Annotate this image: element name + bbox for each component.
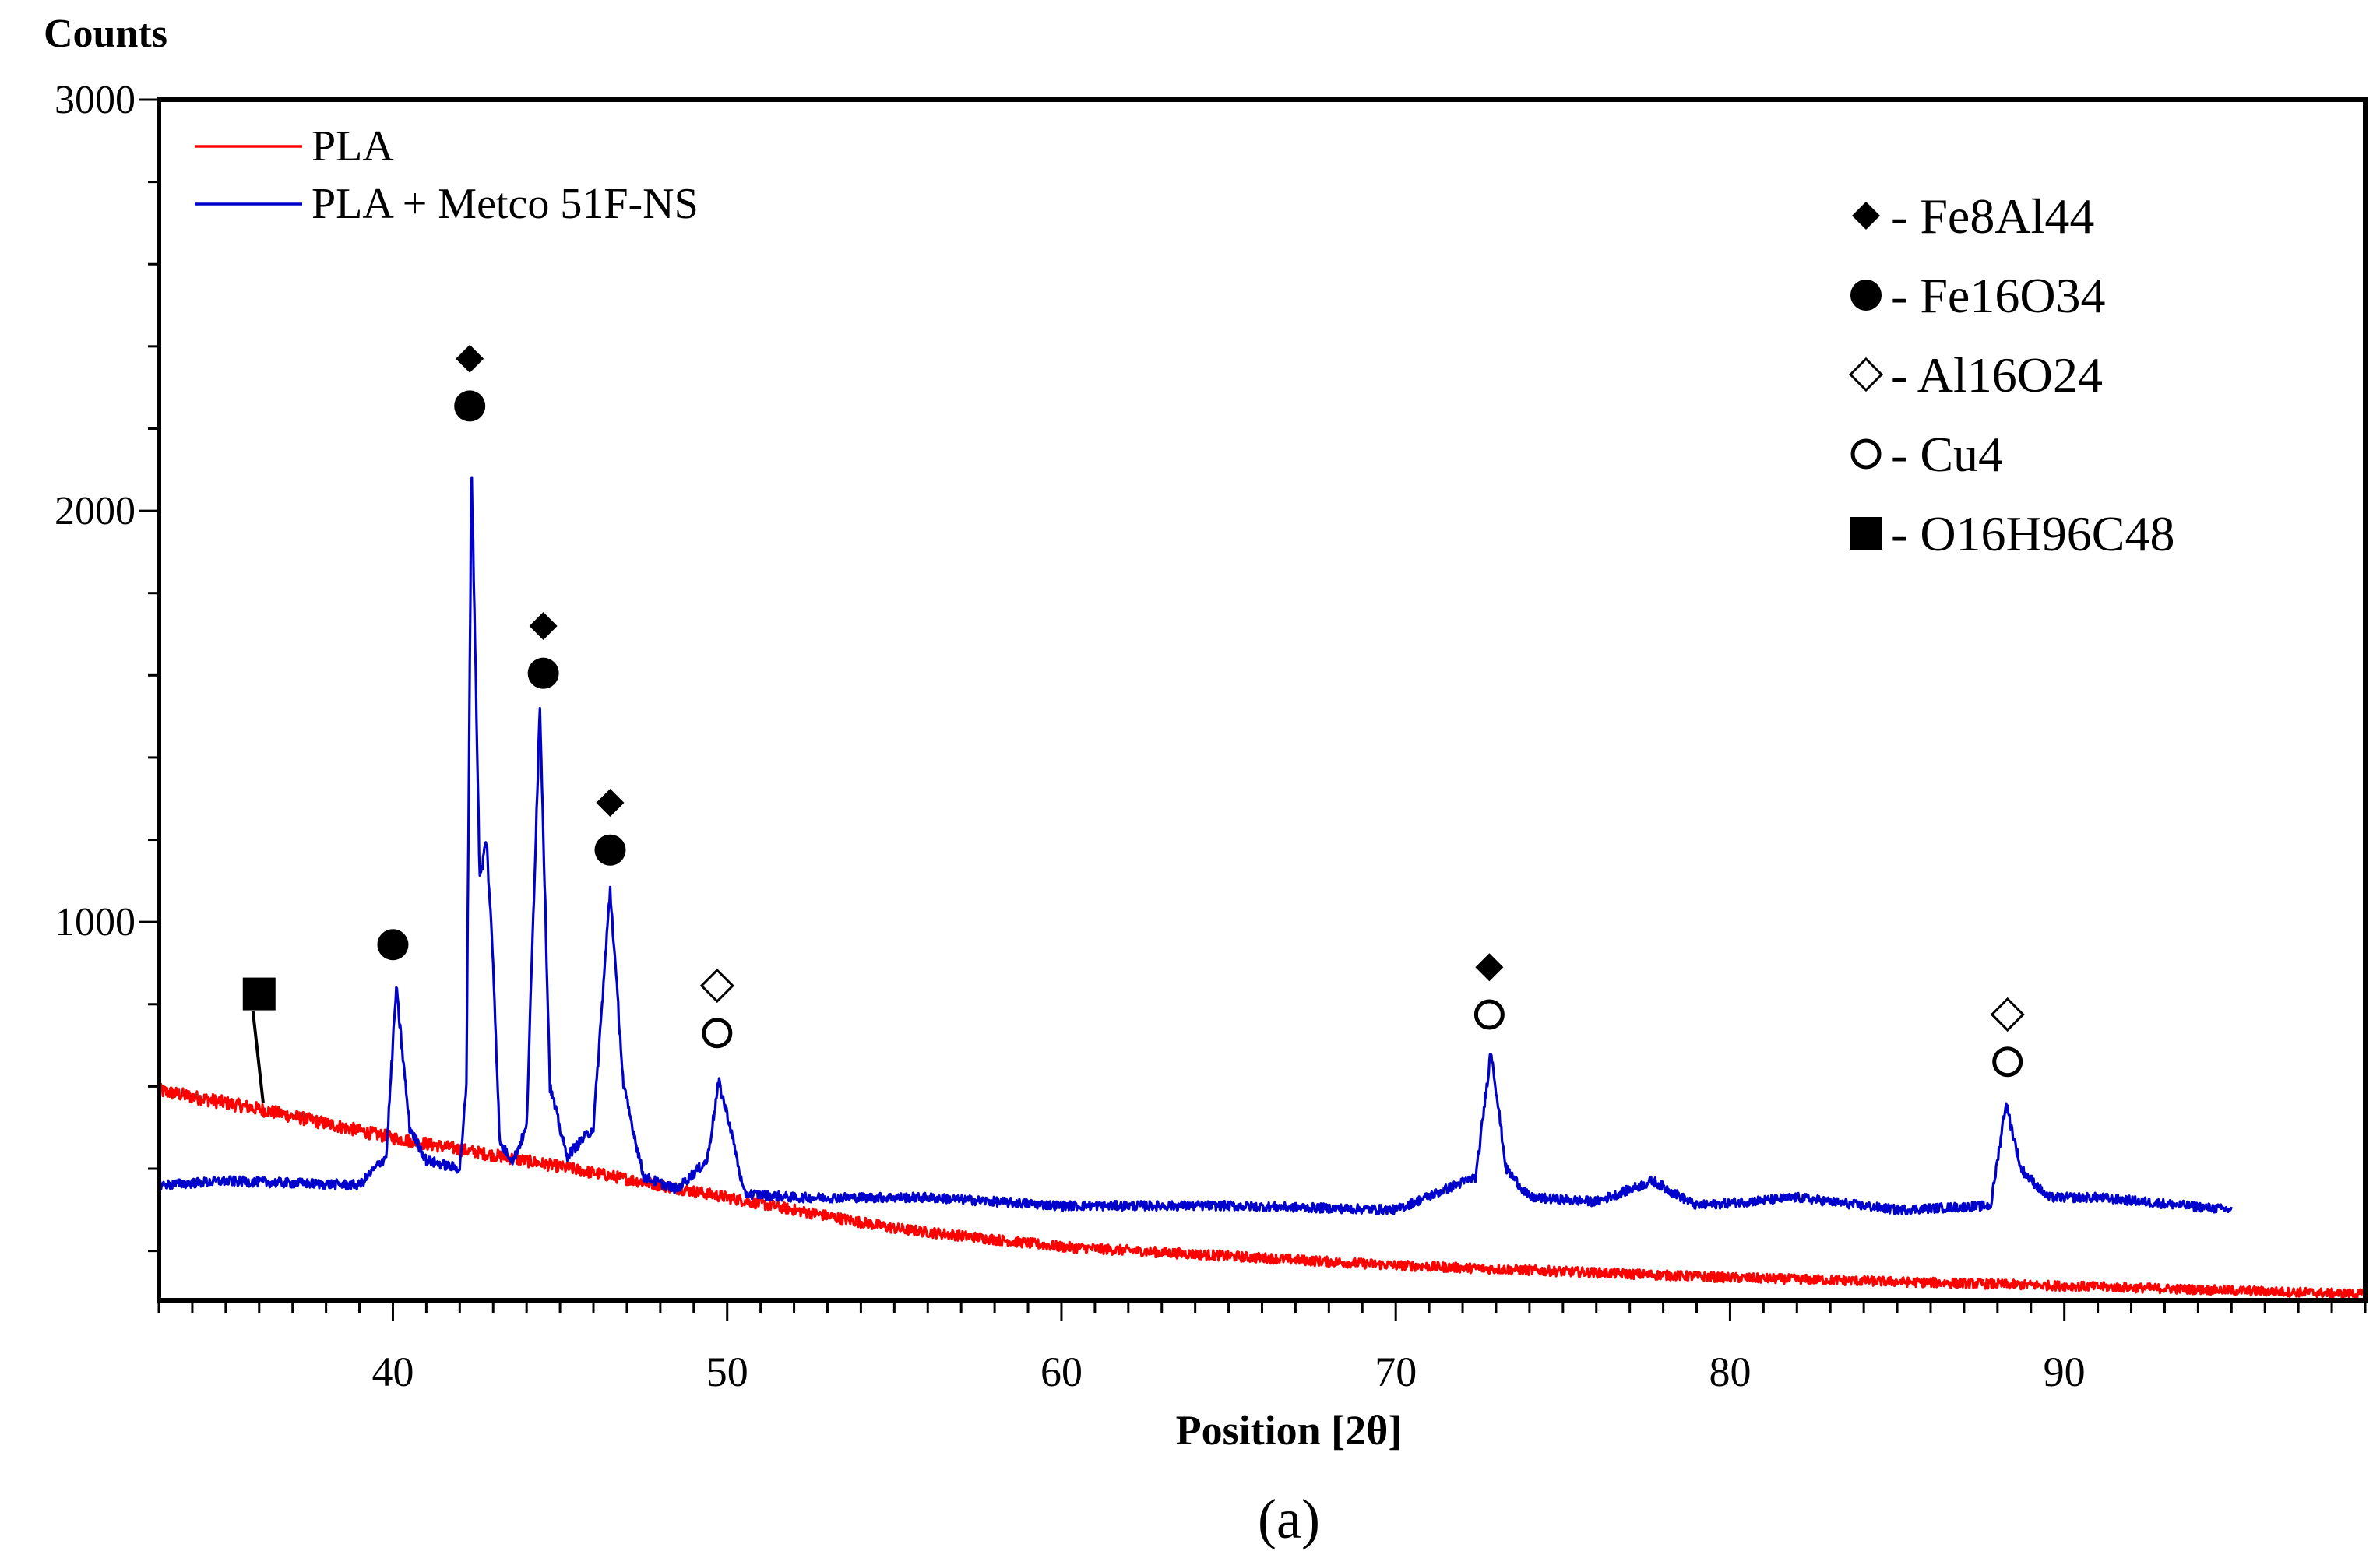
y-tick-labels: 1000 2000 3000: [55, 78, 136, 944]
x-tick-label: 50: [706, 1349, 748, 1395]
series-group: [160, 476, 2365, 1300]
y-tick-label: 1000: [55, 900, 136, 944]
x-tick-label: 60: [1040, 1349, 1083, 1395]
filled-diamond-icon: [456, 344, 484, 373]
legend-label: PLA + Metco 51F-NS: [312, 180, 699, 228]
open-diamond-icon: [1848, 357, 1884, 392]
x-ticks: [157, 1300, 2367, 1321]
filled-square-icon: [1850, 517, 1882, 550]
filled-circle-icon: [594, 834, 626, 866]
peak-markers: [242, 344, 2025, 1103]
filled-square-icon: [242, 977, 276, 1011]
open-circle-icon: [1850, 438, 1882, 470]
filled-diamond-icon: [1475, 953, 1504, 982]
filled-circle-icon: [1850, 280, 1882, 311]
y-tick-label: 3000: [55, 78, 136, 122]
y-tick-label: 2000: [55, 489, 136, 533]
x-tick-label: 90: [2044, 1349, 2086, 1395]
filled-circle-icon: [377, 929, 409, 961]
legend-label: PLA: [312, 122, 394, 171]
phase-legend-label: - Al16O24: [1891, 347, 2103, 403]
phase-legend-label: - Cu4: [1891, 427, 2003, 482]
open-diamond-icon: [1990, 997, 2025, 1032]
open-diamond-icon: [699, 968, 734, 1004]
figure-caption: (a): [1258, 1488, 1320, 1550]
open-circle-icon: [1473, 999, 1505, 1030]
filled-diamond-icon: [1852, 202, 1880, 230]
x-tick-label: 70: [1375, 1349, 1417, 1395]
phase-legend-label: - Fe8Al44: [1891, 188, 2094, 244]
phase-legend-label: - O16H96C48: [1891, 506, 2174, 561]
phase-legend: - Fe8Al44 - Fe16O34 - Al16O24 - Cu4 - O16H96…: [1848, 188, 2174, 561]
x-axis-title: Position [2θ]: [1176, 1407, 1403, 1454]
series-line-pla: [160, 1082, 2365, 1300]
filled-diamond-icon: [596, 789, 625, 818]
phase-legend-label: - Fe16O34: [1891, 268, 2106, 323]
filled-circle-icon: [454, 390, 486, 422]
x-tick-label: 40: [371, 1349, 414, 1395]
x-tick-label: 80: [1709, 1349, 1751, 1395]
y-ticks: [139, 98, 159, 1253]
leader-line: [251, 1011, 265, 1103]
series-legend: PLA PLA + Metco 51F-NS: [195, 122, 699, 228]
series-line-pla-metco: [160, 476, 2233, 1215]
open-circle-icon: [1992, 1046, 2023, 1078]
x-tick-labels: 40 50 60 70 80 90: [371, 1349, 2085, 1395]
open-circle-icon: [702, 1018, 733, 1049]
filled-circle-icon: [527, 657, 559, 689]
plot-frame: [157, 97, 2368, 1303]
y-axis-title: Counts: [44, 12, 167, 56]
filled-diamond-icon: [529, 611, 558, 640]
